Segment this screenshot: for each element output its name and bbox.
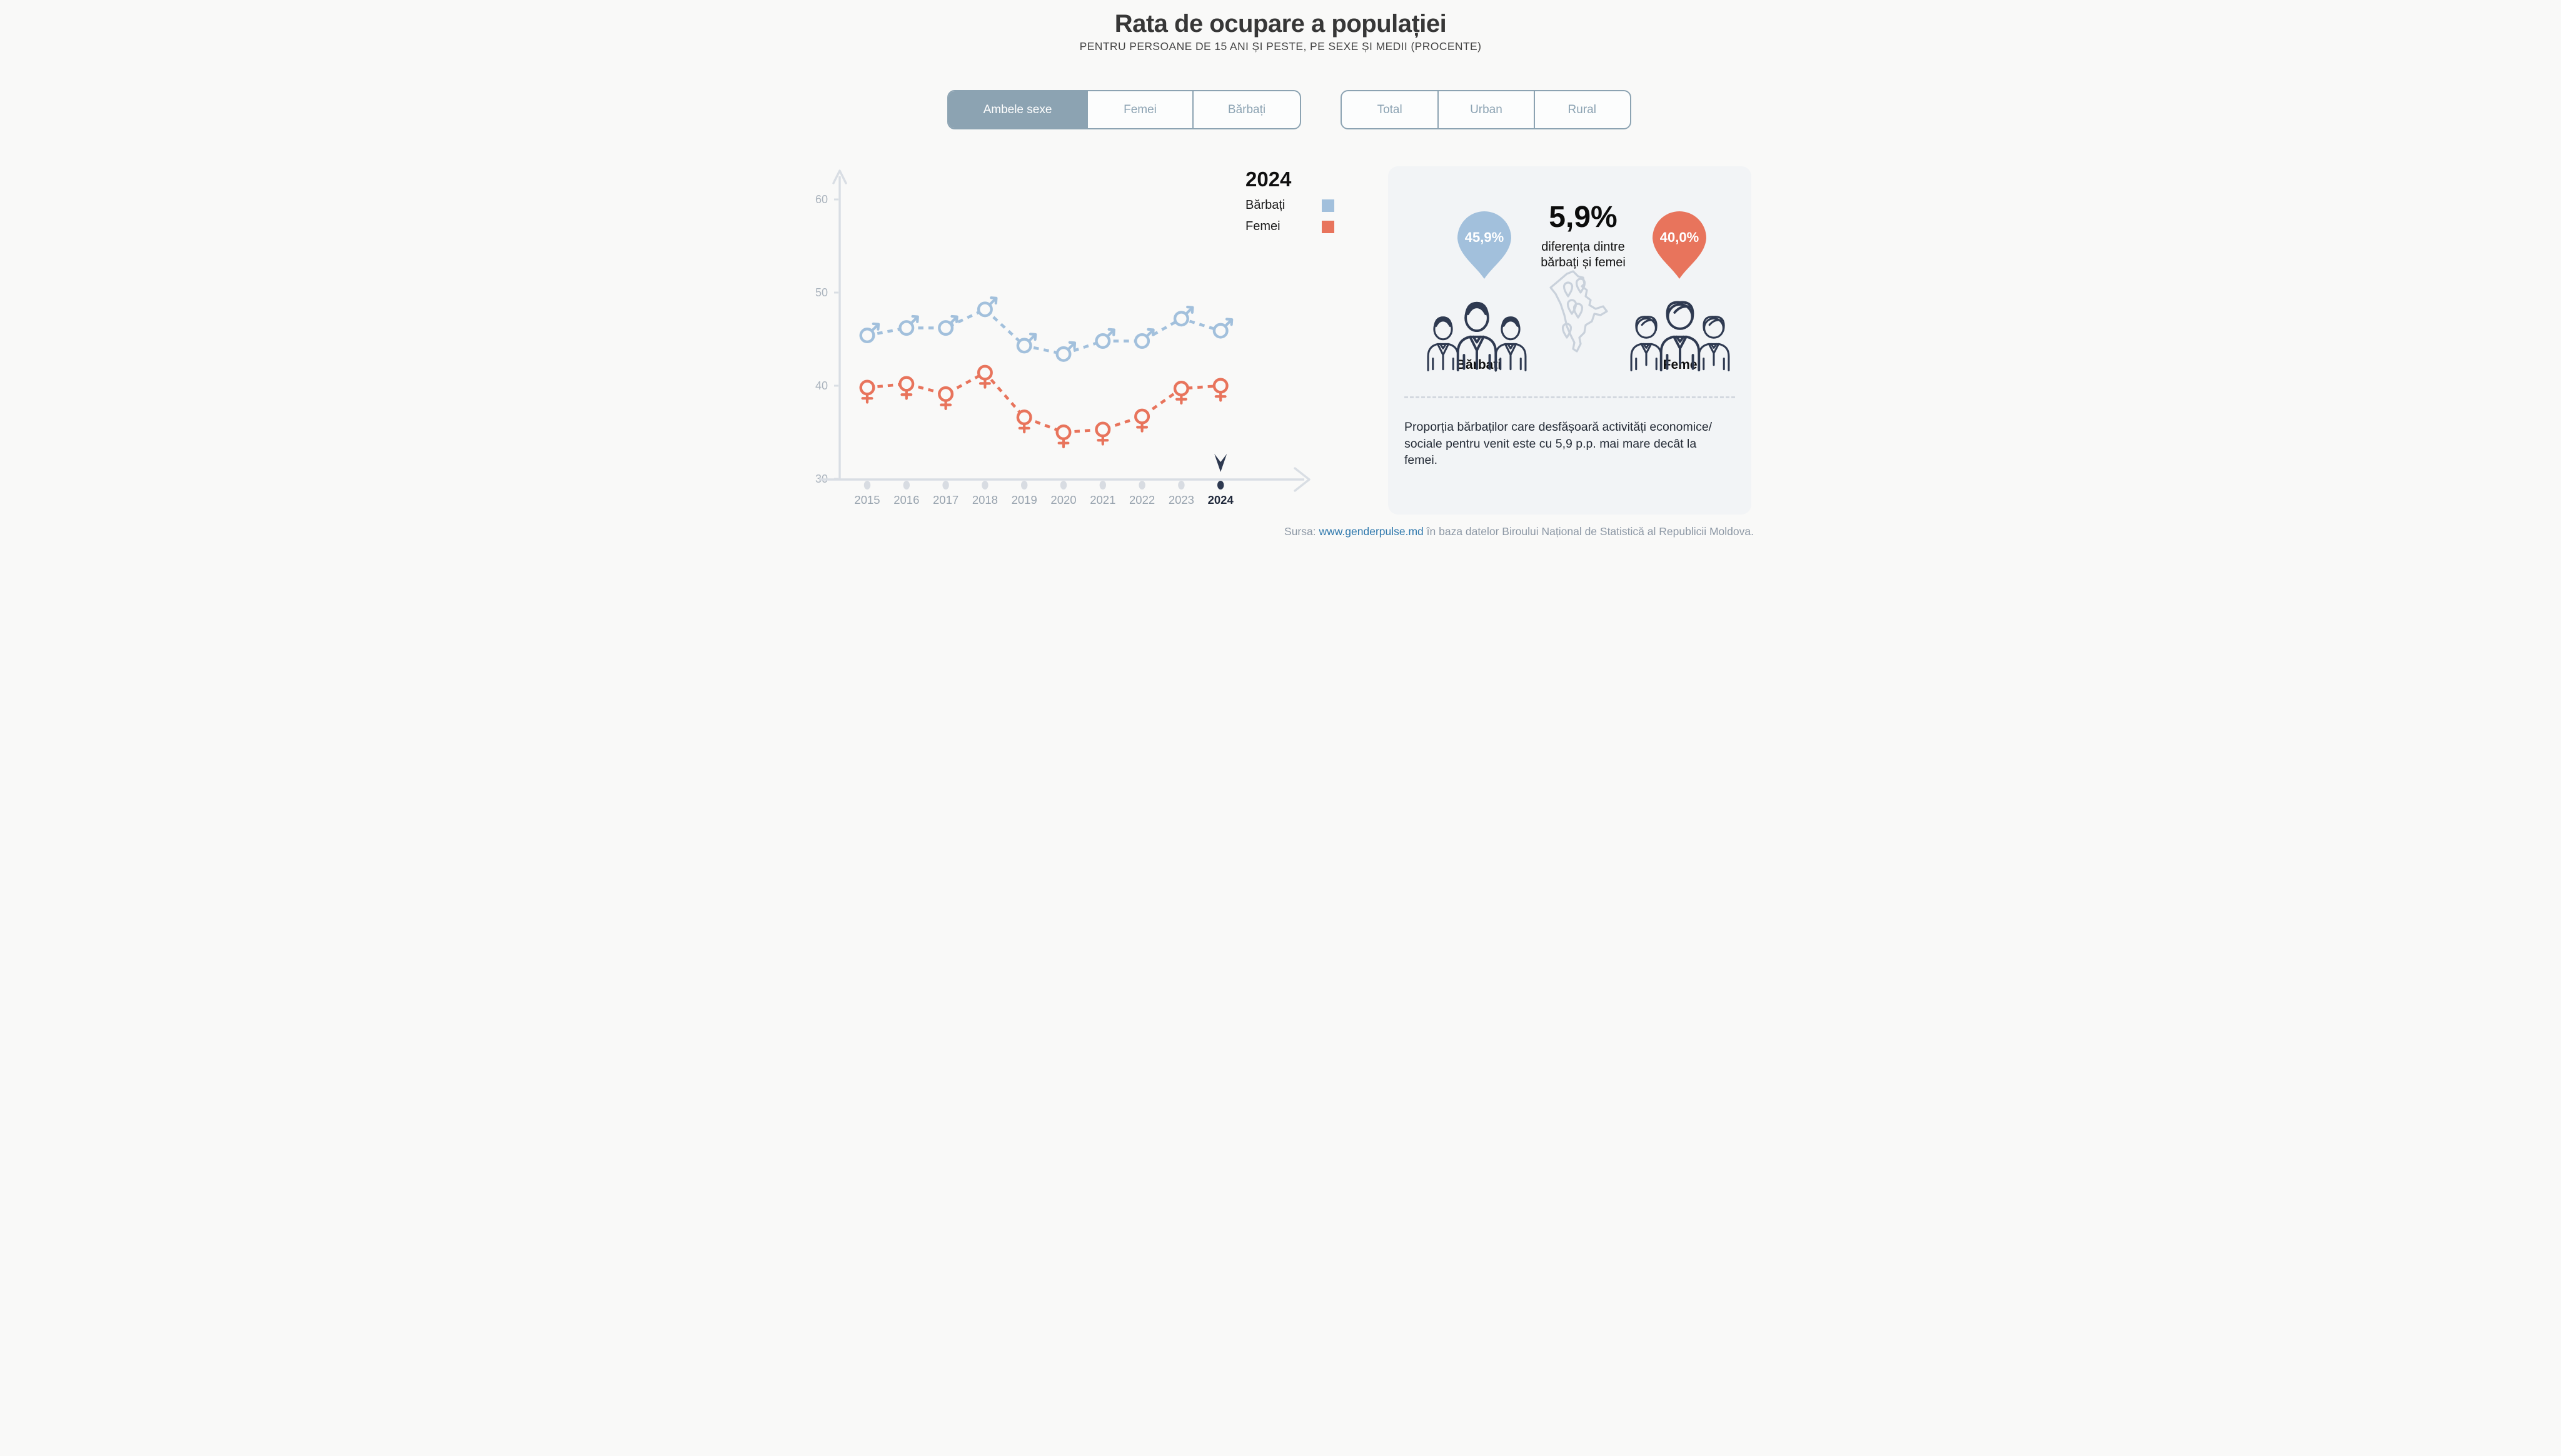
svg-text:2023: 2023 [1169,493,1194,506]
svg-text:40: 40 [815,379,828,392]
female-symbol-marker [1055,424,1072,449]
source-link[interactable]: www.genderpulse.md [1319,525,1424,538]
women-group-icon [1628,297,1733,371]
svg-text:2018: 2018 [972,493,998,506]
svg-text:2019: 2019 [1012,493,1037,506]
current-year-arrow-icon [1214,454,1227,472]
gap-value: 5,9% [1549,201,1618,234]
legend-swatch-blue [1322,199,1334,212]
source-suffix: în baza datelor Biroului Național de Sta… [1423,525,1754,538]
employment-rate-line-chart: 3040506020152016201720182019202020212022… [815,169,1311,506]
male-symbol-marker [977,296,998,318]
male-symbol-marker [1212,318,1234,339]
male-symbol-marker [1095,328,1115,349]
male-symbol-marker [1055,341,1077,362]
infographic-root: Rata de ocupare a populației PENTRU PERS… [799,0,1762,548]
tab-total[interactable]: Total [1377,103,1402,116]
page-subtitle: PENTRU PERSOANE DE 15 ANI ȘI PESTE, PE S… [1079,40,1482,53]
female-symbol-marker [898,376,915,400]
female-symbol-marker [1212,378,1229,402]
svg-text:2020: 2020 [1050,493,1076,506]
women-group-label: Femei [1663,358,1701,372]
svg-text:60: 60 [815,193,828,206]
tab-urban[interactable]: Urban [1437,91,1533,128]
legend-year: 2024 [1245,168,1292,191]
dashed-divider [1404,396,1735,398]
gap-caption: diferența dintre bărbați și femei [1541,240,1626,269]
gender-gap-block: 5,9% diferența dintre bărbați și femei [1514,201,1652,271]
male-symbol-marker [1016,333,1037,354]
summary-panel: 45,9% 5,9% diferența dintre bărbați și f… [1388,166,1751,515]
svg-text:2015: 2015 [854,493,880,506]
tab-rural[interactable]: Rural [1533,91,1629,128]
svg-text:2024: 2024 [1208,493,1234,506]
legend: 2024 Bărbați Femei [1245,168,1334,234]
pin-shape-icon [1457,211,1511,279]
female-symbol-marker [859,379,875,404]
tab-barbati[interactable]: Bărbați [1192,91,1300,128]
male-symbol-marker [898,314,919,336]
female-symbol-marker [1095,421,1111,446]
tab-ambele-sexe[interactable]: Ambele sexe [948,91,1087,128]
female-symbol-marker [1134,408,1150,433]
men-rate-value: 45,9% [1464,229,1504,245]
male-symbol-marker [859,322,880,344]
female-symbol-marker [1016,409,1032,434]
legend-label: Bărbați [1245,198,1286,212]
female-symbol-marker [938,386,954,411]
source-prefix: Sursa: [1284,525,1319,538]
legend-swatch-orange [1322,220,1334,233]
svg-text:2017: 2017 [933,493,958,506]
area-filter-tabs: Total Urban Rural [1341,90,1631,129]
source-line: Sursa: www.genderpulse.md în baza datelo… [1284,525,1754,538]
pin-shape-icon [1653,211,1706,279]
legend-label: Femei [1245,219,1280,233]
male-symbol-marker [938,314,958,336]
women-rate-value: 40,0% [1659,229,1699,245]
female-symbol-marker [1173,380,1189,405]
svg-text:50: 50 [815,286,828,299]
page-title: Rata de ocupare a populației [1114,10,1447,38]
men-group-icon [1424,297,1529,371]
men-value-pin: 45,9% [1456,210,1512,280]
svg-text:2022: 2022 [1129,493,1155,506]
male-symbol-marker [1134,328,1155,349]
legend-item-barbati: Bărbați [1245,198,1334,213]
svg-text:2016: 2016 [893,493,919,506]
svg-text:2021: 2021 [1090,493,1115,506]
sex-filter-tabs: Ambele sexe Femei Bărbați [947,90,1301,129]
male-symbol-marker [1173,306,1194,327]
legend-item-femei: Femei [1245,219,1334,234]
female-symbol-marker [977,364,993,389]
summary-note: Proporția bărbaților care desfășoară act… [1404,420,1713,467]
tab-femei[interactable]: Femei [1087,91,1192,128]
moldova-map-icon [1544,269,1622,377]
women-value-pin: 40,0% [1651,210,1708,280]
